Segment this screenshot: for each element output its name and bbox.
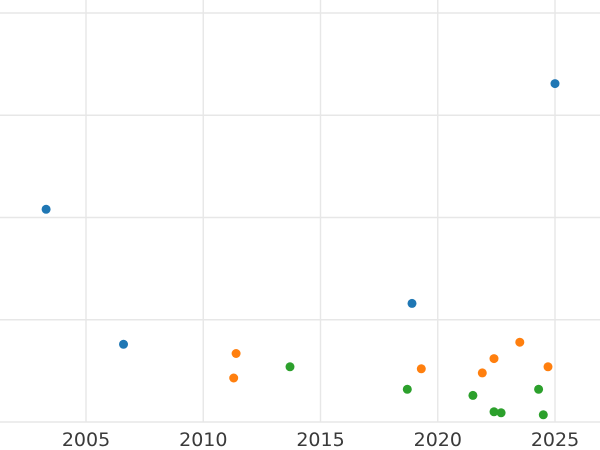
gridlines-layer [0, 0, 600, 423]
scatter-point-series_3_green [285, 362, 295, 372]
x-tick-label: 2020 [414, 429, 462, 450]
scatter-point-series_1_blue [407, 298, 417, 308]
scatter-point-series_3_green [534, 384, 544, 394]
x-tick-label: 2005 [62, 429, 110, 450]
x-tick-label: 2025 [531, 429, 579, 450]
scatter-point-series_3_green [496, 408, 506, 418]
data-points-layer [41, 79, 560, 420]
scatter-point-series_3_green [489, 407, 499, 417]
x-tick-label: 2010 [179, 429, 227, 450]
scatter-point-series_1_blue [41, 204, 51, 214]
scatter-point-series_2_orange [231, 349, 241, 358]
scatter-point-series_2_orange [489, 354, 499, 364]
scatter-point-series_3_green [538, 410, 548, 420]
x-axis-tick-labels: 2005 2010 2015 2020 2025 [62, 429, 579, 450]
scatter-point-series_1_blue [119, 339, 128, 349]
scatter-point-series_1_blue [550, 79, 560, 89]
scatter-point-series_3_green [402, 384, 412, 394]
scatter-point-series_2_orange [477, 368, 487, 378]
scatter-point-series_2_orange [543, 362, 553, 372]
scatter-point-series_2_orange [416, 364, 426, 374]
scatter-point-series_2_orange [229, 373, 239, 383]
x-tick-label: 2015 [296, 429, 344, 450]
scatter-point-series_3_green [468, 390, 478, 400]
scatter-point-series_2_orange [515, 337, 525, 347]
